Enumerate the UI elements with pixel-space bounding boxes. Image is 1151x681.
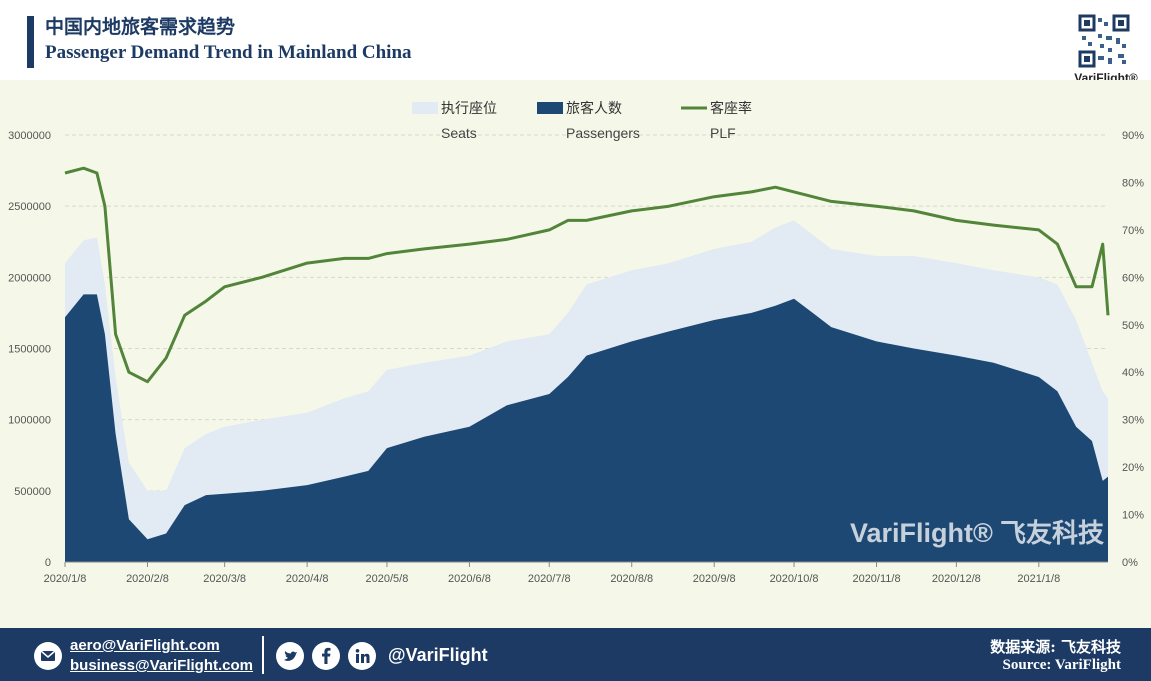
plf-line-series bbox=[64, 166, 1110, 384]
passengers-area-series bbox=[65, 294, 1108, 562]
email-link-business[interactable]: business@VariFlight.com bbox=[70, 657, 254, 674]
email-link-aero[interactable]: aero@VariFlight.com bbox=[70, 637, 220, 654]
footer-divider bbox=[262, 636, 264, 674]
x-tick-label: 2020/9/8 bbox=[693, 573, 736, 585]
x-tick-label: 2020/10/8 bbox=[770, 573, 819, 585]
x-tick-label: 2020/8/8 bbox=[610, 573, 653, 585]
y-left-tick-label: 500000 bbox=[14, 486, 51, 498]
y-left-tick-label: 2500000 bbox=[8, 201, 51, 213]
qr-code-icon bbox=[1078, 14, 1130, 68]
legend-label-cn: 客座率 bbox=[710, 100, 752, 117]
watermark-en: VariFlight® bbox=[850, 518, 993, 548]
y-left-tick-label: 1500000 bbox=[8, 344, 51, 356]
legend-label-cn: 执行座位 bbox=[441, 101, 497, 117]
x-tick-label: 2020/3/8 bbox=[203, 573, 246, 585]
y-left-tick-label: 2000000 bbox=[8, 272, 51, 284]
y-right-tick-label: 20% bbox=[1122, 462, 1144, 474]
footer: aero@VariFlight.com business@VariFlight.… bbox=[0, 628, 1151, 681]
x-tick-label: 2020/1/8 bbox=[44, 573, 87, 585]
y-right-tick-label: 0% bbox=[1122, 557, 1138, 569]
twitter-icon[interactable] bbox=[276, 642, 304, 670]
facebook-icon[interactable] bbox=[312, 642, 340, 670]
y-left-tick-label: 0 bbox=[45, 557, 51, 569]
legend: 执行座位 Seats 旅客人数 Passengers 客座率 PLF bbox=[412, 100, 752, 141]
header: 中国内地旅客需求趋势 Passenger Demand Trend in Mai… bbox=[0, 0, 1151, 85]
legend-label-en: Passengers bbox=[566, 125, 640, 141]
contact-emails: aero@VariFlight.com business@VariFlight.… bbox=[70, 636, 253, 676]
title-accent-bar bbox=[27, 16, 34, 68]
legend-label-en: PLF bbox=[710, 125, 736, 141]
x-tick-label: 2021/1/8 bbox=[1017, 573, 1060, 585]
y-right-tick-label: 70% bbox=[1122, 225, 1144, 237]
data-source-chinese: 数据来源: 飞友科技 bbox=[990, 638, 1121, 656]
legend-label-en: Seats bbox=[441, 125, 477, 141]
passenger-demand-chart: 0 500000 1000000 1500000 2000000 2500000 30000… bbox=[8, 100, 1144, 585]
linkedin-icon[interactable] bbox=[348, 642, 376, 670]
legend-swatch-seats bbox=[412, 102, 438, 114]
legend-label-cn: 旅客人数 bbox=[566, 100, 622, 117]
mail-icon[interactable] bbox=[34, 642, 62, 670]
chart-title-english: Passenger Demand Trend in Mainland China bbox=[45, 42, 412, 63]
x-tick-label: 2020/7/8 bbox=[528, 573, 571, 585]
data-source-english: Source: VariFlight bbox=[1002, 657, 1121, 673]
y-right-tick-label: 80% bbox=[1122, 177, 1144, 189]
x-tick-label: 2020/12/8 bbox=[932, 573, 981, 585]
x-tick-label: 2020/11/8 bbox=[852, 573, 900, 585]
y-right-tick-label: 30% bbox=[1122, 415, 1144, 427]
y-left-tick-label: 3000000 bbox=[8, 130, 51, 142]
social-handle[interactable]: @VariFlight bbox=[388, 645, 488, 665]
x-tick-label: 2020/2/8 bbox=[126, 573, 169, 585]
x-tick-label: 2020/5/8 bbox=[366, 573, 409, 585]
watermark-cn: 飞友科技 bbox=[1000, 519, 1104, 549]
chart-title-chinese: 中国内地旅客需求趋势 bbox=[45, 16, 236, 38]
x-tick-label: 2020/6/8 bbox=[448, 573, 491, 585]
y-right-tick-label: 50% bbox=[1122, 320, 1144, 332]
axes: 0 500000 1000000 1500000 2000000 2500000 30000… bbox=[8, 130, 1144, 585]
y-right-tick-label: 10% bbox=[1122, 510, 1144, 522]
y-right-tick-label: 90% bbox=[1122, 130, 1144, 142]
legend-swatch-passengers bbox=[537, 102, 563, 114]
y-right-tick-label: 60% bbox=[1122, 272, 1144, 284]
x-tick-label: 2020/4/8 bbox=[286, 573, 329, 585]
y-right-tick-label: 40% bbox=[1122, 367, 1144, 379]
y-left-tick-label: 1000000 bbox=[8, 415, 51, 427]
